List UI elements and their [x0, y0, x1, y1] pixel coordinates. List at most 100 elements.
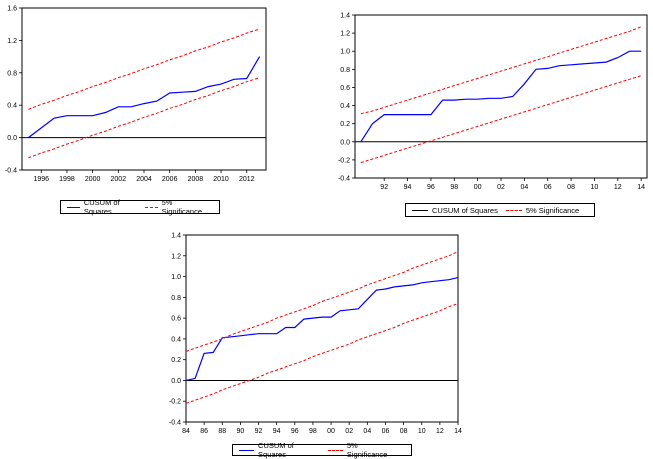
legend-swatch-dashed [505, 209, 522, 211]
x-tick-label: 96 [291, 428, 299, 435]
legend-item-cusum: CUSUM of Squares [412, 206, 498, 215]
x-tick-label: 02 [497, 184, 505, 191]
y-tick-label: 0.8 [340, 67, 350, 74]
chart-2: -0.4 -0.2 0.0 0.2 0.4 0.6 0.8 1.0 1.2 1.4 92 94 96 98… [325, 0, 653, 217]
plot-frame [21, 7, 267, 171]
x-tick-label: 14 [454, 428, 462, 435]
y-tick-label: -0.4 [169, 420, 181, 427]
chart-3: -0.4 -0.2 0.0 0.2 0.4 0.6 0.8 1.0 1.2 1.4 84 86 88 90… [160, 228, 470, 459]
y-tick-label: 1.4 [171, 233, 181, 240]
x-tick-label: 2002 [111, 176, 127, 183]
y-tick-label: 1.6 [7, 6, 17, 13]
y-tick-label: -0.4 [338, 176, 350, 183]
x-tick-label: 92 [255, 428, 263, 435]
x-tick-label: 84 [182, 428, 190, 435]
x-tick-label: 14 [637, 184, 645, 191]
legend-swatch-dashed [327, 449, 343, 451]
x-tick-label: 2010 [213, 176, 229, 183]
series-line-lower-bound [185, 303, 459, 404]
x-tick-label: 92 [380, 184, 388, 191]
legend-swatch-dashed [144, 206, 158, 208]
y-tick-label: 0.2 [340, 121, 350, 128]
x-tick-label: 2000 [85, 176, 101, 183]
x-tick-label: 1996 [33, 176, 49, 183]
series-line-upper-bound [185, 251, 459, 352]
x-tick-label: 94 [404, 184, 412, 191]
x-tick-label: 04 [520, 184, 528, 191]
y-tick-label: 0.4 [171, 336, 181, 343]
y-tick-label: 0.0 [171, 378, 181, 385]
chart-1-plot: -0.4 0.0 0.4 0.8 1.2 1.6 1996 1998 2000 2002 2004 2… [5, 6, 267, 183]
y-tick-label: 0.2 [171, 357, 181, 364]
legend-label-significance: 5% Significance [161, 198, 203, 216]
legend-label-cusum: CUSUM of Squares [83, 198, 120, 216]
x-tick-label: 98 [450, 184, 458, 191]
x-tick-label: 02 [345, 428, 353, 435]
series-line-cusum [360, 50, 642, 143]
x-tick-label: 12 [614, 184, 622, 191]
x-tick-label: 08 [400, 428, 408, 435]
x-tick-label: 08 [567, 184, 575, 191]
series-line-lower-bound [28, 77, 260, 159]
plot-frame [185, 234, 459, 423]
y-tick-label: 0.6 [340, 85, 350, 92]
chart-1-legend: CUSUM of Squares 5% Significance [60, 198, 220, 216]
y-tick-label: 1.2 [7, 38, 17, 45]
y-tick-label: 1.2 [171, 253, 181, 260]
x-tick-label: 96 [427, 184, 435, 191]
chart-2-legend: CUSUM of Squares 5% Significance [405, 203, 595, 217]
x-tick-label: 2006 [162, 176, 178, 183]
y-tick-label: 0.6 [171, 316, 181, 323]
series-line-cusum [185, 277, 459, 381]
series-line-upper-bound [28, 28, 260, 110]
x-tick-label: 06 [544, 184, 552, 191]
y-tick-label: 0.0 [7, 135, 17, 142]
y-tick-label: 1.4 [340, 13, 350, 20]
x-tick-label: 00 [327, 428, 335, 435]
x-tick-label: 00 [474, 184, 482, 191]
chart-2-plot: -0.4 -0.2 0.0 0.2 0.4 0.6 0.8 1.0 1.2 1.4 92 94 96 98… [338, 13, 648, 191]
y-tick-label: 0.4 [340, 103, 350, 110]
x-tick-label: 12 [436, 428, 444, 435]
series-line-upper-bound [360, 26, 642, 115]
x-tick-label: 04 [363, 428, 371, 435]
y-tick-label: 1.2 [340, 31, 350, 38]
y-tick-label: 0.4 [7, 103, 17, 110]
chart-3-legend: CUSUM of Squares 5% Significance [232, 441, 412, 459]
series-line-lower-bound [360, 75, 642, 164]
y-tick-label: -0.2 [338, 157, 350, 164]
x-tick-label: 10 [418, 428, 426, 435]
chart-1: -0.4 0.0 0.4 0.8 1.2 1.6 1996 1998 2000 2002 2004 2… [0, 0, 270, 216]
x-tick-label: 88 [218, 428, 226, 435]
legend-swatch-solid [239, 449, 255, 451]
legend-item-cusum: CUSUM of Squares [67, 198, 137, 216]
x-tick-label: 90 [237, 428, 245, 435]
legend-item-significance: 5% Significance [505, 205, 580, 215]
y-tick-label: 0.0 [340, 139, 350, 146]
legend-swatch-solid [412, 209, 428, 211]
x-tick-label: 94 [273, 428, 281, 435]
legend-item-significance: 5% Significance [327, 441, 397, 459]
y-tick-label: 0.8 [171, 295, 181, 302]
legend-label-significance: 5% Significance [346, 441, 388, 459]
legend-label-significance: 5% Significance [525, 205, 580, 215]
x-tick-label: 10 [591, 184, 599, 191]
plot-frame [354, 14, 648, 179]
legend-label-cusum: CUSUM of Squares [258, 441, 294, 459]
legend-item-cusum: CUSUM of Squares [239, 441, 320, 459]
legend-item-significance: 5% Significance [144, 198, 205, 216]
legend-swatch-solid [67, 206, 80, 208]
y-tick-label: 0.8 [7, 70, 17, 77]
chart-3-plot: -0.4 -0.2 0.0 0.2 0.4 0.6 0.8 1.0 1.2 1.4 84 86 88 90… [169, 233, 462, 436]
x-tick-label: 98 [309, 428, 317, 435]
y-tick-label: -0.2 [169, 399, 181, 406]
x-tick-label: 2004 [136, 176, 152, 183]
x-tick-label: 2008 [188, 176, 204, 183]
x-tick-label: 86 [200, 428, 208, 435]
legend-label-cusum: CUSUM of Squares [432, 205, 498, 215]
y-tick-label: -0.4 [5, 168, 17, 175]
x-tick-label: 06 [382, 428, 390, 435]
y-tick-label: 1.0 [171, 274, 181, 281]
y-tick-label: 1.0 [340, 49, 350, 56]
x-tick-label: 2012 [239, 176, 255, 183]
